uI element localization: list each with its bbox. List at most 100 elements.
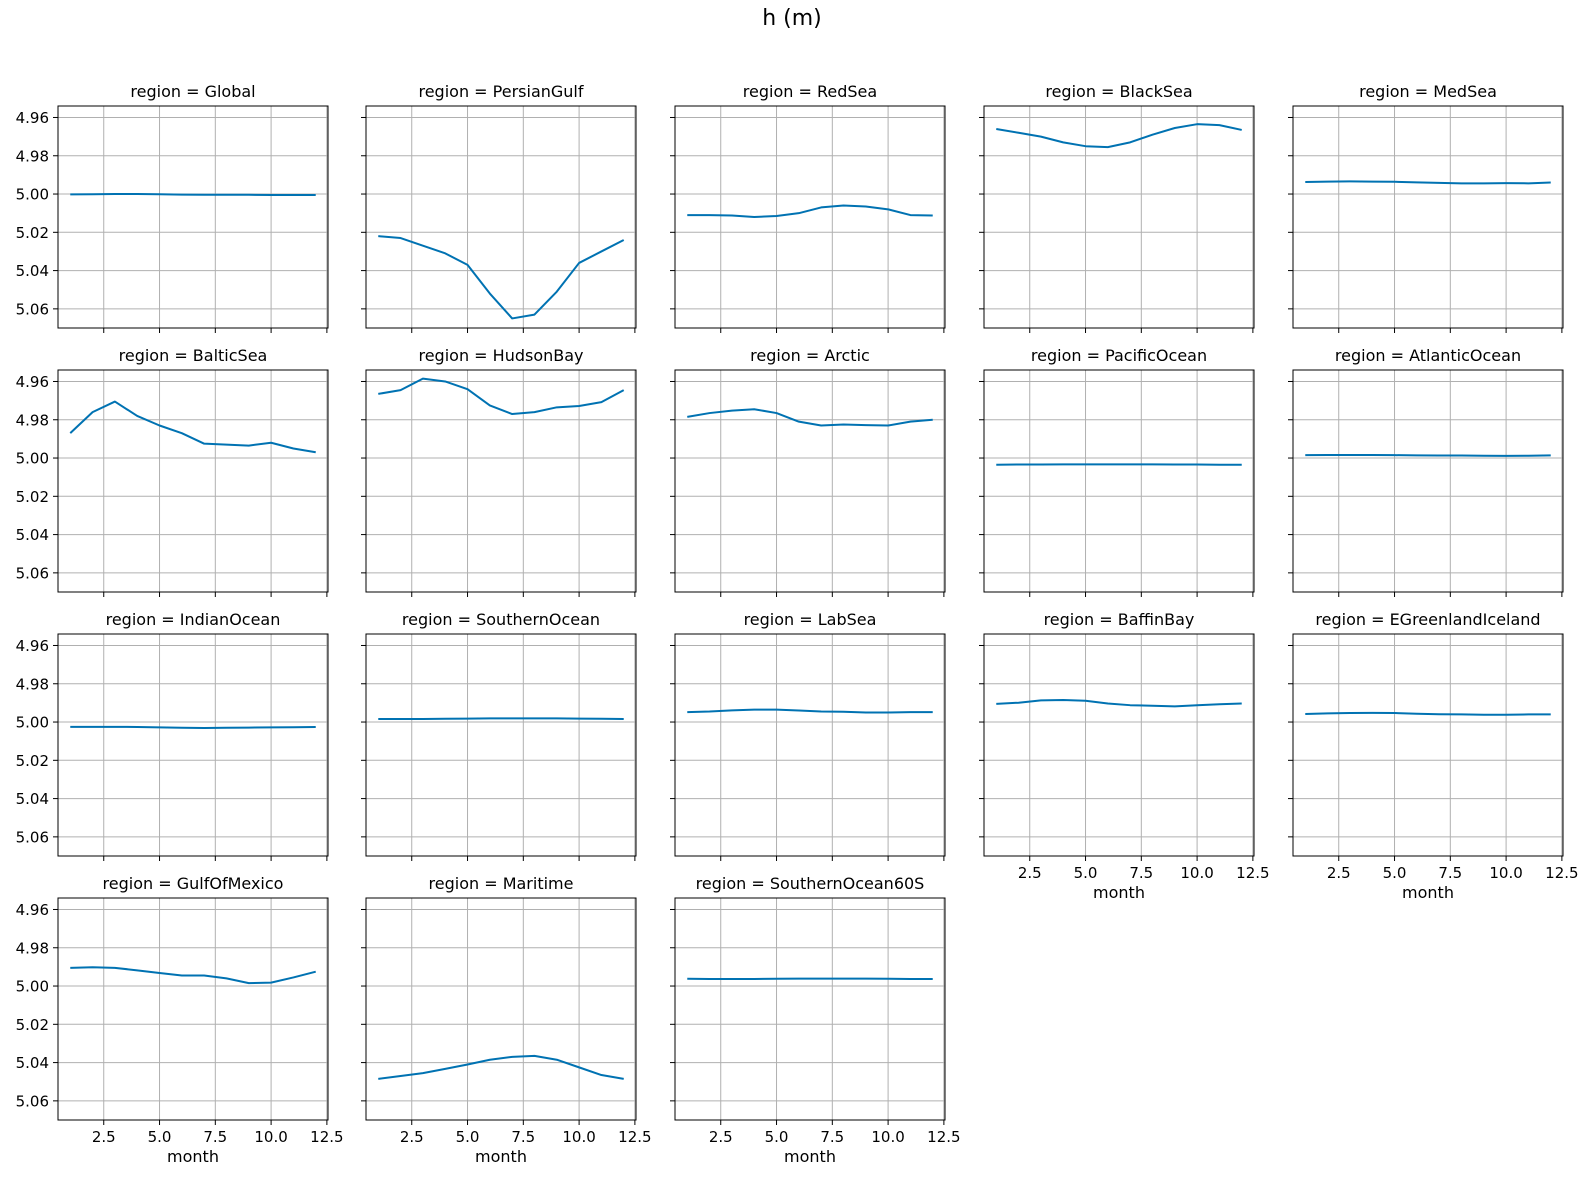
axes-frame	[983, 369, 1255, 593]
y-tick-label: 5.04	[16, 1054, 49, 1072]
x-tick-label: 10.0	[254, 1128, 287, 1146]
x-axis-label: month	[1093, 883, 1145, 902]
axes-frame	[674, 369, 946, 593]
y-tick-label: 5.04	[16, 790, 49, 808]
axes-frame	[674, 633, 946, 857]
panel-title: region = Global	[130, 82, 255, 101]
series-line	[687, 204, 933, 218]
x-tick-label: 7.5	[203, 1128, 227, 1146]
axes-frame	[1292, 369, 1564, 593]
y-tick-label: 4.98	[16, 939, 49, 957]
series-line	[378, 377, 625, 416]
axes-frame	[365, 897, 637, 1121]
x-tick-label: 7.5	[820, 1128, 844, 1146]
panel-title: region = GulfOfMexico	[103, 874, 284, 893]
facet-panel: region = HudsonBay	[361, 346, 637, 597]
x-tick-label: 5.0	[1074, 864, 1098, 882]
facet-panel: region = IndianOcean 4.96 4.98 5.00 5.02 5.04…	[16, 610, 329, 861]
facet-panel: region = BaffinBay 2.5 5.0 7.5 10.0 12.5 month	[979, 610, 1270, 902]
x-tick-label: 5.0	[148, 1128, 172, 1146]
x-tick-label: 2.5	[92, 1128, 116, 1146]
y-tick-label: 5.00	[16, 978, 49, 996]
x-tick-label: 7.5	[511, 1128, 535, 1146]
facet-panel: region = PacificOcean	[979, 346, 1255, 597]
y-tick-label: 5.04	[16, 262, 49, 280]
x-tick-label: 12.5	[927, 1128, 960, 1146]
series-line	[378, 235, 625, 320]
series-line	[996, 123, 1242, 149]
series-line	[687, 408, 933, 427]
facet-panel: region = AtlanticOcean	[1288, 346, 1564, 597]
x-tick-label: 12.5	[310, 1128, 343, 1146]
series-line	[1305, 453, 1551, 457]
series-line	[69, 400, 316, 454]
axes-frame	[57, 897, 329, 1121]
facet-panel: region = SouthernOcean	[361, 610, 637, 861]
panel-title: region = AtlanticOcean	[1335, 346, 1521, 365]
series-line	[996, 699, 1242, 708]
x-tick-label: 2.5	[1327, 864, 1351, 882]
facet-panel: region = RedSea	[670, 82, 946, 333]
axes-frame	[57, 633, 329, 857]
series-line	[70, 966, 316, 985]
x-tick-label: 7.5	[1438, 864, 1462, 882]
y-tick-label: 5.06	[16, 300, 49, 318]
panel-title: region = BlackSea	[1045, 82, 1192, 101]
facet-panel: region = Maritime 2.5 5.0 7.5 10.0 12.5 month	[361, 874, 652, 1166]
panel-title: region = BalticSea	[119, 346, 268, 365]
y-tick-label: 5.02	[16, 488, 49, 506]
x-tick-label: 12.5	[1236, 864, 1269, 882]
figure-title: h (m)	[762, 6, 822, 31]
facet-panel: region = GulfOfMexico 4.96 4.98 5.00 5.02 5.0…	[16, 874, 344, 1166]
axes-frame	[57, 369, 329, 593]
axes-frame	[674, 105, 946, 329]
x-tick-label: 2.5	[1018, 864, 1042, 882]
axes-frame	[57, 105, 329, 329]
x-tick-label: 5.0	[1383, 864, 1407, 882]
y-tick-label: 4.96	[16, 109, 49, 127]
y-tick-label: 5.00	[16, 714, 49, 732]
series-line	[687, 708, 933, 714]
facet-panel: region = MedSea	[1288, 82, 1564, 333]
x-axis-label: month	[167, 1147, 219, 1166]
y-tick-label: 5.00	[16, 186, 49, 204]
facet-panel: region = SouthernOcean60S 2.5 5.0 7.5 10.0 12…	[670, 874, 961, 1166]
y-tick-label: 5.06	[16, 1092, 49, 1110]
x-tick-label: 7.5	[1129, 864, 1153, 882]
y-tick-label: 5.04	[16, 526, 49, 544]
x-axis-label: month	[784, 1147, 836, 1166]
facet-panel: region = Arctic	[670, 346, 946, 597]
axes-frame	[983, 633, 1255, 857]
y-tick-label: 4.98	[16, 675, 49, 693]
facet-panel: region = PersianGulf	[361, 82, 637, 333]
panel-title: region = IndianOcean	[106, 610, 281, 629]
y-tick-label: 4.96	[16, 637, 49, 655]
panel-title: region = BaffinBay	[1044, 610, 1195, 629]
axes-frame	[365, 105, 637, 329]
x-tick-label: 10.0	[1180, 864, 1213, 882]
x-tick-label: 10.0	[562, 1128, 595, 1146]
axes-frame	[674, 897, 946, 1121]
panel-title: region = PersianGulf	[418, 82, 583, 101]
panel-title: region = PacificOcean	[1031, 346, 1207, 365]
y-tick-label: 5.02	[16, 752, 49, 770]
y-tick-label: 4.96	[16, 373, 49, 391]
y-tick-label: 4.96	[16, 901, 49, 919]
y-tick-label: 4.98	[16, 411, 49, 429]
x-axis-label: month	[475, 1147, 527, 1166]
x-tick-label: 10.0	[871, 1128, 904, 1146]
y-tick-label: 5.06	[16, 828, 49, 846]
axes-frame	[365, 369, 637, 593]
panel-title: region = RedSea	[743, 82, 877, 101]
panel-title: region = Arctic	[750, 346, 870, 365]
y-tick-label: 5.02	[16, 224, 49, 242]
panel-title: region = SouthernOcean60S	[696, 874, 925, 893]
x-tick-label: 5.0	[456, 1128, 480, 1146]
facet-panel: region = BalticSea 4.96 4.98 5.00 5.02 5.04 5.…	[16, 346, 329, 597]
panel-title: region = EGreenlandIceland	[1315, 610, 1540, 629]
series-line	[1305, 180, 1551, 185]
panel-title: region = MedSea	[1359, 82, 1497, 101]
y-tick-label: 4.98	[16, 147, 49, 165]
series-line	[70, 193, 316, 196]
series-line	[1305, 711, 1551, 716]
